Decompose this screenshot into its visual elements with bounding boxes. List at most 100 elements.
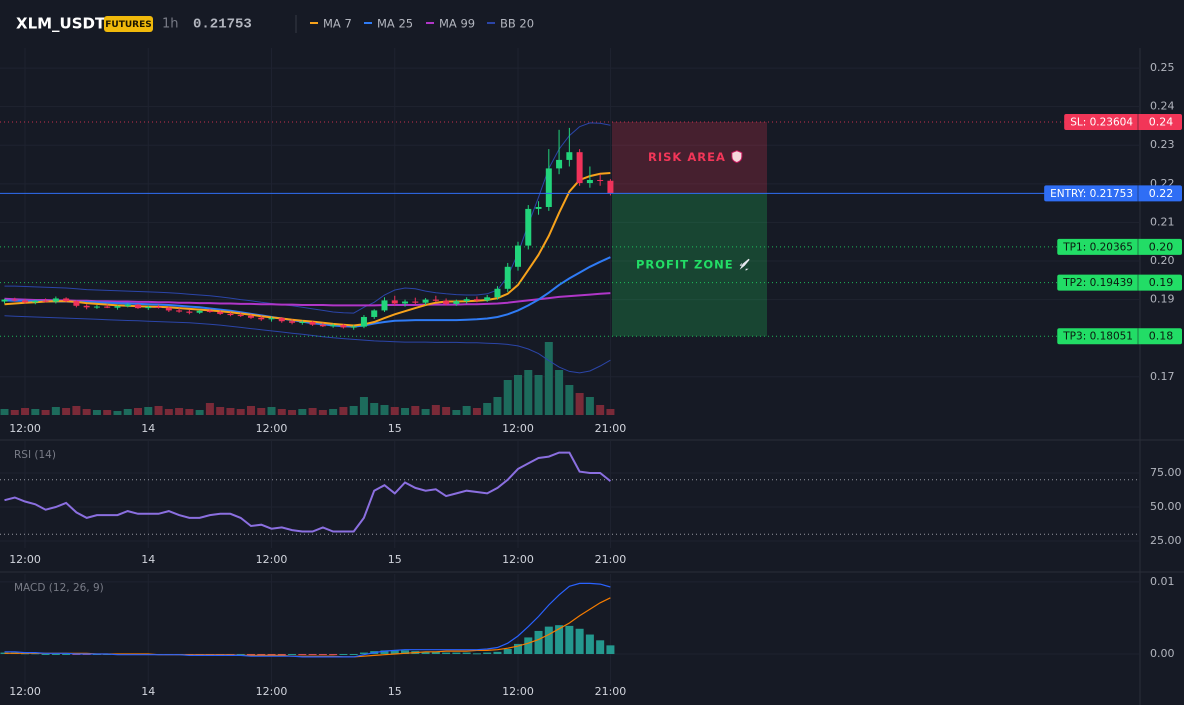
volume-bar [216, 407, 225, 415]
candle-body [247, 315, 254, 318]
macd-histogram-bar [51, 654, 60, 656]
volume-bar [41, 410, 50, 415]
volume-bar [452, 410, 461, 415]
candle-body [432, 299, 439, 301]
x-tick-label: 12:00 [502, 422, 534, 435]
level-label-bg [1057, 274, 1182, 291]
candle-body [11, 299, 18, 301]
y-tick-label: 0.00 [1150, 647, 1175, 660]
macd-histogram-bar [575, 628, 584, 655]
candle-body [124, 304, 131, 307]
y-tick-label: 75.00 [1150, 466, 1182, 479]
volume-bar [277, 409, 286, 415]
x-tick-label: 15 [388, 422, 402, 435]
macd-histogram-bar [308, 654, 317, 656]
volume-bar [62, 408, 71, 415]
macd-histogram-bar [442, 652, 451, 655]
macd-histogram-bar [452, 652, 461, 655]
indicator-line [4, 315, 611, 374]
macd-histogram-bar [349, 654, 358, 656]
macd-histogram-bar [544, 626, 553, 655]
macd-histogram-bar [298, 654, 307, 656]
level-label: TP1: 0.20365 [1062, 241, 1133, 253]
candle-body [206, 310, 213, 312]
x-tick-label: 14 [141, 685, 155, 698]
current-price: 0.21753 [193, 17, 252, 33]
candle-body [443, 300, 450, 304]
macd-histogram-bar [267, 654, 276, 656]
macd-histogram-bar [524, 637, 533, 655]
candle-body [73, 301, 80, 306]
volume-bar [483, 403, 492, 415]
indicator-line [4, 256, 611, 328]
volume-bar [31, 409, 40, 415]
indicator-line [4, 292, 611, 307]
pane-title: RSI (14) [14, 449, 56, 461]
volume-bar [308, 408, 317, 415]
level-axis-label: 0.19 [1149, 276, 1174, 289]
x-tick-label: 12:00 [9, 685, 41, 698]
volume-bar [370, 403, 379, 415]
volume-bar [288, 410, 297, 415]
candle-body [278, 318, 285, 322]
macd-histogram-bar [246, 654, 255, 656]
candle-body [217, 311, 224, 314]
volume-bar [21, 408, 30, 415]
macd-histogram-bar [390, 650, 399, 655]
volume-bar [514, 375, 522, 415]
volume-bar [503, 380, 512, 415]
macd-histogram-bar [318, 654, 327, 656]
rocket-icon [739, 258, 750, 271]
level-axis-label: 0.20 [1149, 240, 1174, 253]
volume-bar [534, 375, 543, 415]
level-axis-label: 0.22 [1149, 187, 1174, 200]
volume-bar [257, 408, 266, 415]
volume-bar [390, 407, 399, 415]
interval[interactable]: 1h [162, 17, 179, 32]
y-tick-label: 25.00 [1150, 534, 1182, 547]
volume-bar [575, 393, 584, 415]
macd-histogram-bar [462, 652, 471, 655]
volume-bar [596, 405, 605, 415]
symbol[interactable]: XLM_USDT [16, 15, 106, 33]
macd-line [4, 582, 611, 658]
volume-bar [318, 410, 327, 415]
candle-body [268, 318, 275, 320]
candle-body [525, 208, 532, 246]
pane-title: MACD (12, 26, 9) [14, 582, 104, 594]
candle-body [494, 288, 501, 298]
macd-histogram-bar [41, 654, 50, 656]
candle-body [83, 305, 90, 308]
macd-histogram-bar [431, 651, 440, 655]
candle-body [22, 300, 29, 303]
candle-body [340, 325, 347, 328]
level-label-bg [1057, 328, 1182, 345]
candle-body [258, 317, 265, 320]
volume-bar [329, 409, 338, 415]
level-label-bg [1064, 113, 1182, 130]
volume-bar [606, 409, 615, 415]
macd-histogram-bar [339, 654, 348, 656]
candle-body [473, 299, 480, 301]
volume-bar [524, 370, 533, 415]
rsi-line [4, 451, 612, 533]
volume-bar [164, 409, 173, 415]
y-tick-label: 0.25 [1150, 61, 1175, 74]
candle-body [330, 325, 337, 327]
volume-bar [103, 410, 112, 415]
macd-histogram-bar [288, 654, 297, 656]
x-tick-label: 12:00 [502, 685, 534, 698]
candle-body [586, 179, 593, 184]
candle-body [104, 306, 111, 308]
x-tick-label: 14 [141, 553, 155, 566]
level-label-bg [1057, 238, 1182, 255]
level-axis-label: 0.18 [1149, 330, 1174, 343]
macd-histogram-bar [380, 650, 389, 655]
volume-bar [472, 408, 481, 415]
legend-label: BB 20 [500, 17, 534, 31]
volume-bar [175, 408, 184, 415]
macd-histogram-bar [493, 651, 502, 655]
candle-body [155, 306, 162, 308]
volume-bar [195, 410, 204, 415]
volume-bar [298, 409, 307, 415]
